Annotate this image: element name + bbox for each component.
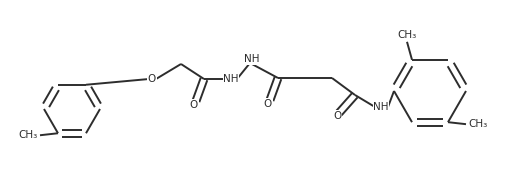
Text: O: O xyxy=(148,74,156,84)
Text: NH: NH xyxy=(223,74,239,84)
Text: NH: NH xyxy=(244,54,260,64)
Text: O: O xyxy=(333,111,341,121)
Text: NH: NH xyxy=(373,102,389,112)
Text: CH₃: CH₃ xyxy=(19,130,38,140)
Text: O: O xyxy=(190,100,198,110)
Text: CH₃: CH₃ xyxy=(397,30,417,40)
Text: CH₃: CH₃ xyxy=(468,119,487,129)
Text: O: O xyxy=(264,99,272,109)
